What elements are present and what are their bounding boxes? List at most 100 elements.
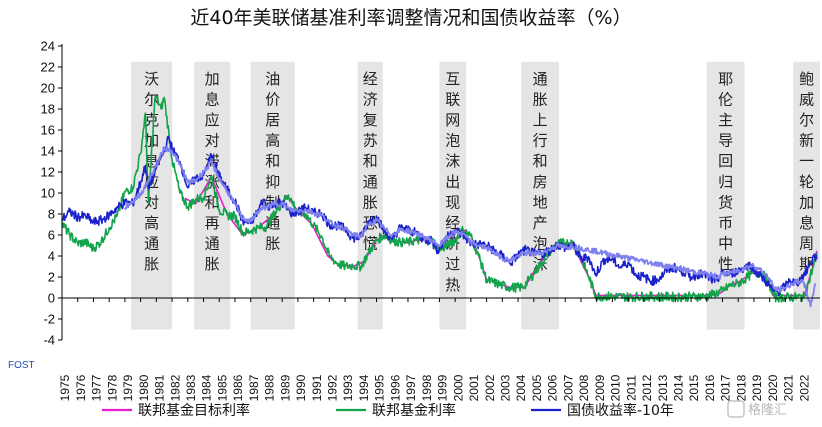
annotation-char: 导: [718, 132, 733, 150]
annotation-char: 加: [205, 70, 220, 88]
y-tick-label: 18: [41, 102, 55, 117]
series-line: [61, 135, 818, 297]
annotation-char: 高: [144, 214, 159, 232]
annotation-char: 网: [445, 111, 460, 129]
annotation-char: 房: [533, 173, 548, 191]
annotation-char: 威: [799, 90, 814, 108]
annotation-char: 克: [144, 111, 159, 129]
annotation-char: 主: [718, 111, 733, 129]
annotation-char: 和: [205, 193, 220, 211]
x-tick-label: 1979: [121, 374, 135, 401]
annotation-char: 上: [533, 111, 548, 129]
annotation-char: 息: [205, 90, 220, 108]
y-tick-label: 0: [48, 291, 55, 306]
annotation-char: 行: [533, 132, 548, 150]
annotation-char: 经: [363, 70, 378, 88]
annotation-char: 加: [799, 193, 814, 211]
annotation-char: 期: [799, 255, 814, 273]
annotation-char: 过: [445, 255, 460, 273]
legend-label: 国债收益率-10年: [567, 402, 674, 419]
x-tick-label: 2006: [546, 374, 560, 401]
x-tick-label: 2008: [577, 374, 591, 401]
annotation-char: 和: [533, 152, 548, 170]
x-tick-label: 1991: [310, 374, 324, 401]
annotation-char: 通: [363, 173, 378, 191]
x-tick-label: 2010: [609, 374, 623, 401]
watermark-logo-icon: [727, 400, 745, 418]
y-tick-label: 20: [41, 81, 55, 96]
x-tick-label: 2015: [687, 374, 701, 401]
annotation-char: 货: [718, 193, 733, 211]
series-line: [124, 146, 817, 308]
y-tick-label: 10: [41, 186, 55, 201]
x-tick-label: 1999: [436, 374, 450, 401]
annotation-char: 经: [445, 214, 460, 232]
annotation-char: 回: [718, 152, 733, 170]
x-tick-label: 1995: [373, 374, 387, 401]
x-tick-label: 1984: [200, 374, 214, 401]
watermark: 格隆汇: [727, 400, 787, 418]
annotation-char: 苏: [363, 132, 378, 150]
annotation-char: 居: [265, 111, 280, 129]
series-lines: [61, 94, 818, 308]
y-tick-label: 8: [48, 207, 55, 222]
x-tick-label: 1990: [294, 374, 308, 401]
annotation-char: 价: [265, 90, 280, 108]
legend-label: 联邦基金目标利率: [138, 402, 250, 419]
annotation-char: 耶: [718, 70, 733, 88]
x-tick-label: 2012: [640, 374, 654, 401]
x-tick-label: 2009: [593, 374, 607, 401]
annotation-char: 息: [799, 214, 814, 232]
annotation-char: 对: [144, 193, 159, 211]
annotation-char: 沫: [445, 152, 460, 170]
x-tick-label: 1989: [278, 374, 292, 401]
annotation-char: 慌: [363, 235, 378, 253]
annotation-char: 联: [445, 90, 460, 108]
annotation-char: 热: [445, 276, 460, 294]
annotation-char: 胀: [205, 255, 220, 273]
x-tick-label: 1996: [388, 374, 402, 401]
watermark-text: 格隆汇: [748, 402, 787, 418]
x-tick-label: 1986: [231, 374, 245, 401]
annotation-char: 胀: [363, 193, 378, 211]
annotation-char: 出: [445, 173, 460, 191]
x-tick-label: 1987: [247, 374, 261, 401]
x-tick-label: 1983: [184, 374, 198, 401]
y-tick-label: -4: [43, 333, 55, 348]
x-tick-label: 2003: [499, 374, 513, 401]
annotation-char: 币: [718, 214, 733, 232]
annotation-band: [357, 61, 383, 330]
x-tick-label: 1997: [404, 374, 418, 401]
annotation-char: 和: [363, 152, 378, 170]
legend: 联邦基金目标利率 联邦基金利率 国债收益率-10年: [102, 402, 674, 419]
x-tick-label: 1982: [168, 374, 182, 401]
annotation-char: 再: [205, 214, 220, 232]
annotation-char: 应: [205, 111, 220, 129]
x-tick-label: 1981: [153, 374, 167, 401]
x-tick-label: 2021: [782, 374, 796, 401]
annotation-char: 泡: [445, 132, 460, 150]
annotation-char: 鲍: [799, 70, 814, 88]
x-tick-label: 2016: [703, 374, 717, 401]
y-tick-label: 24: [41, 39, 55, 54]
annotation-char: 周: [799, 235, 814, 253]
annotation-char: 复: [363, 111, 378, 129]
annotation-char: 抑: [265, 173, 280, 191]
annotation-char: 高: [265, 132, 280, 150]
annotation-char: 轮: [799, 173, 814, 191]
x-tick-label: 1977: [90, 374, 104, 401]
x-tick-label: 2018: [734, 374, 748, 401]
annotation-char: 济: [363, 90, 378, 108]
y-tick-label: 12: [41, 165, 55, 180]
annotation-char: 对: [205, 132, 220, 150]
annotation-char: 伦: [718, 90, 733, 108]
y-tick-label: 6: [48, 228, 55, 243]
x-tick-label: 2002: [483, 374, 497, 401]
annotation-char: 产: [533, 214, 548, 232]
x-tick-label: 2007: [561, 374, 575, 401]
x-tick-label: 2005: [530, 374, 544, 401]
annotation-char: 现: [445, 193, 460, 211]
y-tick-label: 4: [48, 249, 55, 264]
x-tick-label: 1975: [58, 374, 72, 401]
